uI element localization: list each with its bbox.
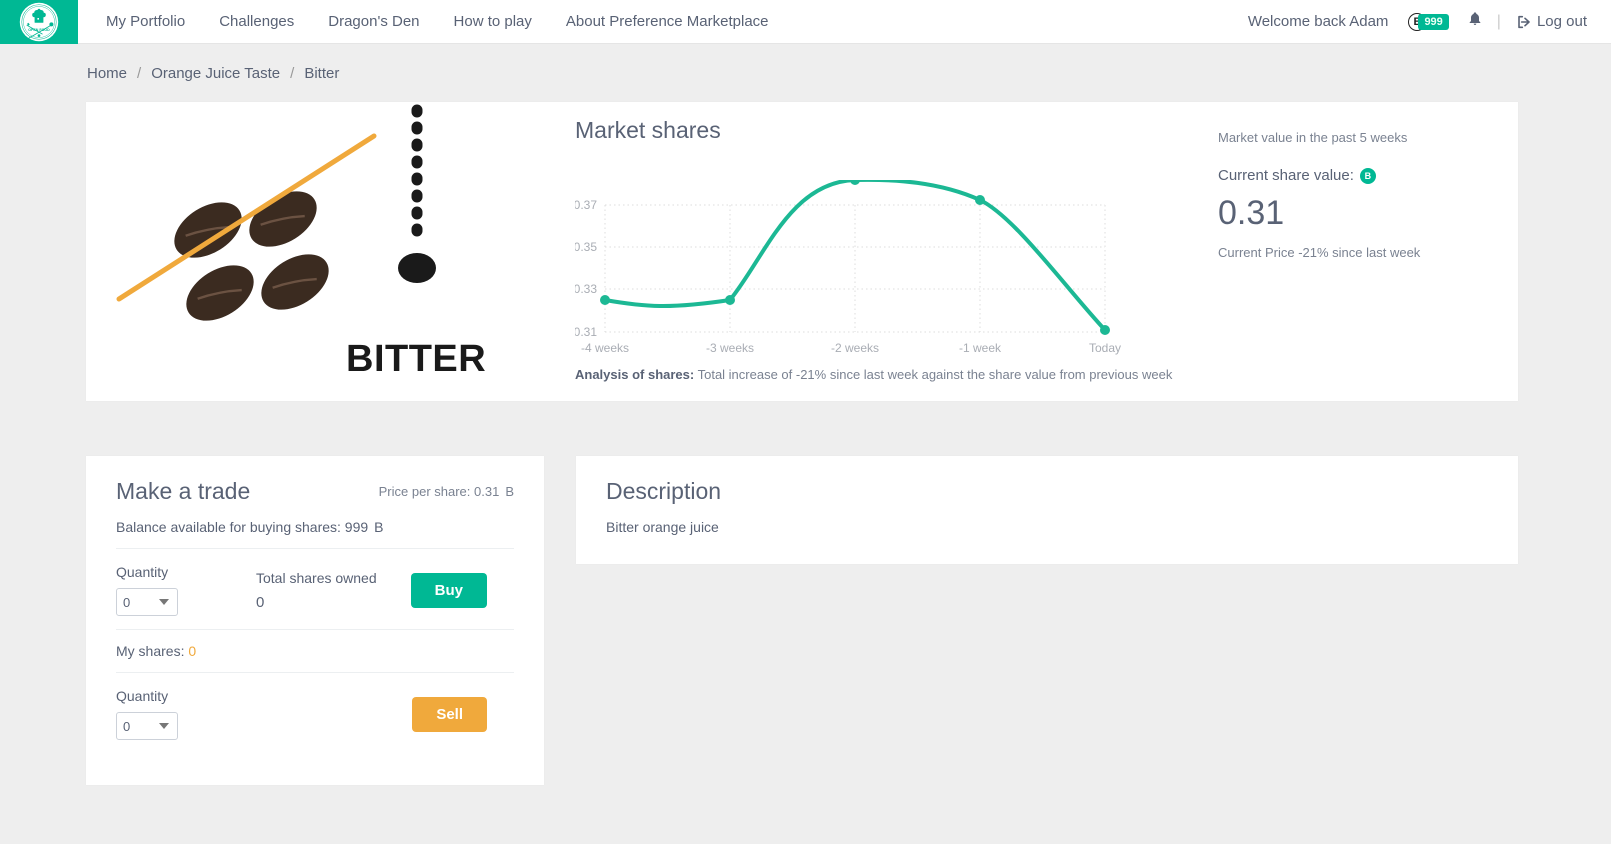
svg-text:OPEN FOOD: OPEN FOOD <box>28 28 50 32</box>
svg-text:-4 weeks: -4 weeks <box>581 341 629 355</box>
svg-text:0.31: 0.31 <box>575 325 597 339</box>
svg-text:Today: Today <box>1089 341 1121 355</box>
svg-text:0.35: 0.35 <box>575 240 597 254</box>
svg-text:-2 weeks: -2 weeks <box>831 341 879 355</box>
svg-text:-1 week: -1 week <box>959 341 1002 355</box>
svg-text:0.33: 0.33 <box>575 282 597 296</box>
svg-text:-3 weeks: -3 weeks <box>706 341 754 355</box>
svg-text:0.37: 0.37 <box>575 198 597 212</box>
svg-text:BITTER: BITTER <box>346 338 486 380</box>
